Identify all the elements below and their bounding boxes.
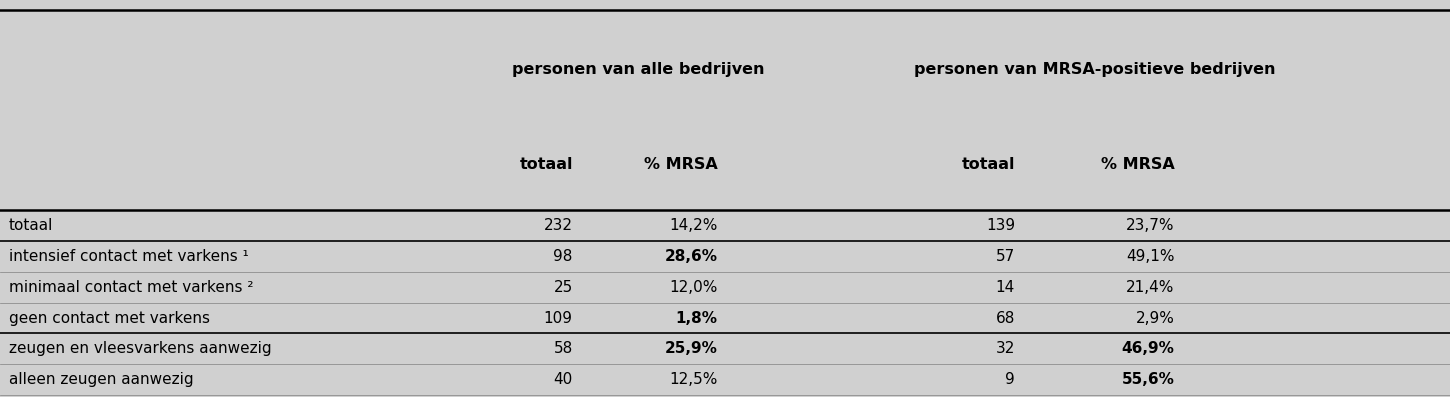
- Text: geen contact met varkens: geen contact met varkens: [9, 310, 210, 326]
- Text: 109: 109: [544, 310, 573, 326]
- Text: 21,4%: 21,4%: [1127, 280, 1175, 295]
- Text: intensief contact met varkens ¹: intensief contact met varkens ¹: [9, 249, 248, 264]
- Text: 12,5%: 12,5%: [670, 372, 718, 387]
- Text: % MRSA: % MRSA: [644, 157, 718, 172]
- Text: 57: 57: [996, 249, 1015, 264]
- Text: personen van MRSA-positieve bedrijven: personen van MRSA-positieve bedrijven: [914, 62, 1276, 77]
- Text: 32: 32: [996, 341, 1015, 357]
- Text: 68: 68: [996, 310, 1015, 326]
- Text: zeugen en vleesvarkens aanwezig: zeugen en vleesvarkens aanwezig: [9, 341, 271, 357]
- Text: 14,2%: 14,2%: [670, 218, 718, 233]
- Text: 232: 232: [544, 218, 573, 233]
- Text: 14: 14: [996, 280, 1015, 295]
- Text: 9: 9: [1005, 372, 1015, 387]
- Text: 58: 58: [554, 341, 573, 357]
- Text: 25,9%: 25,9%: [666, 341, 718, 357]
- Text: % MRSA: % MRSA: [1101, 157, 1174, 172]
- Text: 40: 40: [554, 372, 573, 387]
- Text: totaal: totaal: [9, 218, 54, 233]
- Text: 55,6%: 55,6%: [1122, 372, 1174, 387]
- Text: 1,8%: 1,8%: [676, 310, 718, 326]
- Text: 98: 98: [554, 249, 573, 264]
- Text: 139: 139: [986, 218, 1015, 233]
- Text: 49,1%: 49,1%: [1127, 249, 1175, 264]
- Text: personen van alle bedrijven: personen van alle bedrijven: [512, 62, 764, 77]
- Text: minimaal contact met varkens ²: minimaal contact met varkens ²: [9, 280, 254, 295]
- Text: 46,9%: 46,9%: [1122, 341, 1174, 357]
- Text: 28,6%: 28,6%: [664, 249, 718, 264]
- Text: 2,9%: 2,9%: [1135, 310, 1175, 326]
- Text: totaal: totaal: [961, 157, 1015, 172]
- Text: 25: 25: [554, 280, 573, 295]
- Text: totaal: totaal: [519, 157, 573, 172]
- Text: 12,0%: 12,0%: [670, 280, 718, 295]
- Text: alleen zeugen aanwezig: alleen zeugen aanwezig: [9, 372, 193, 387]
- Text: 23,7%: 23,7%: [1127, 218, 1175, 233]
